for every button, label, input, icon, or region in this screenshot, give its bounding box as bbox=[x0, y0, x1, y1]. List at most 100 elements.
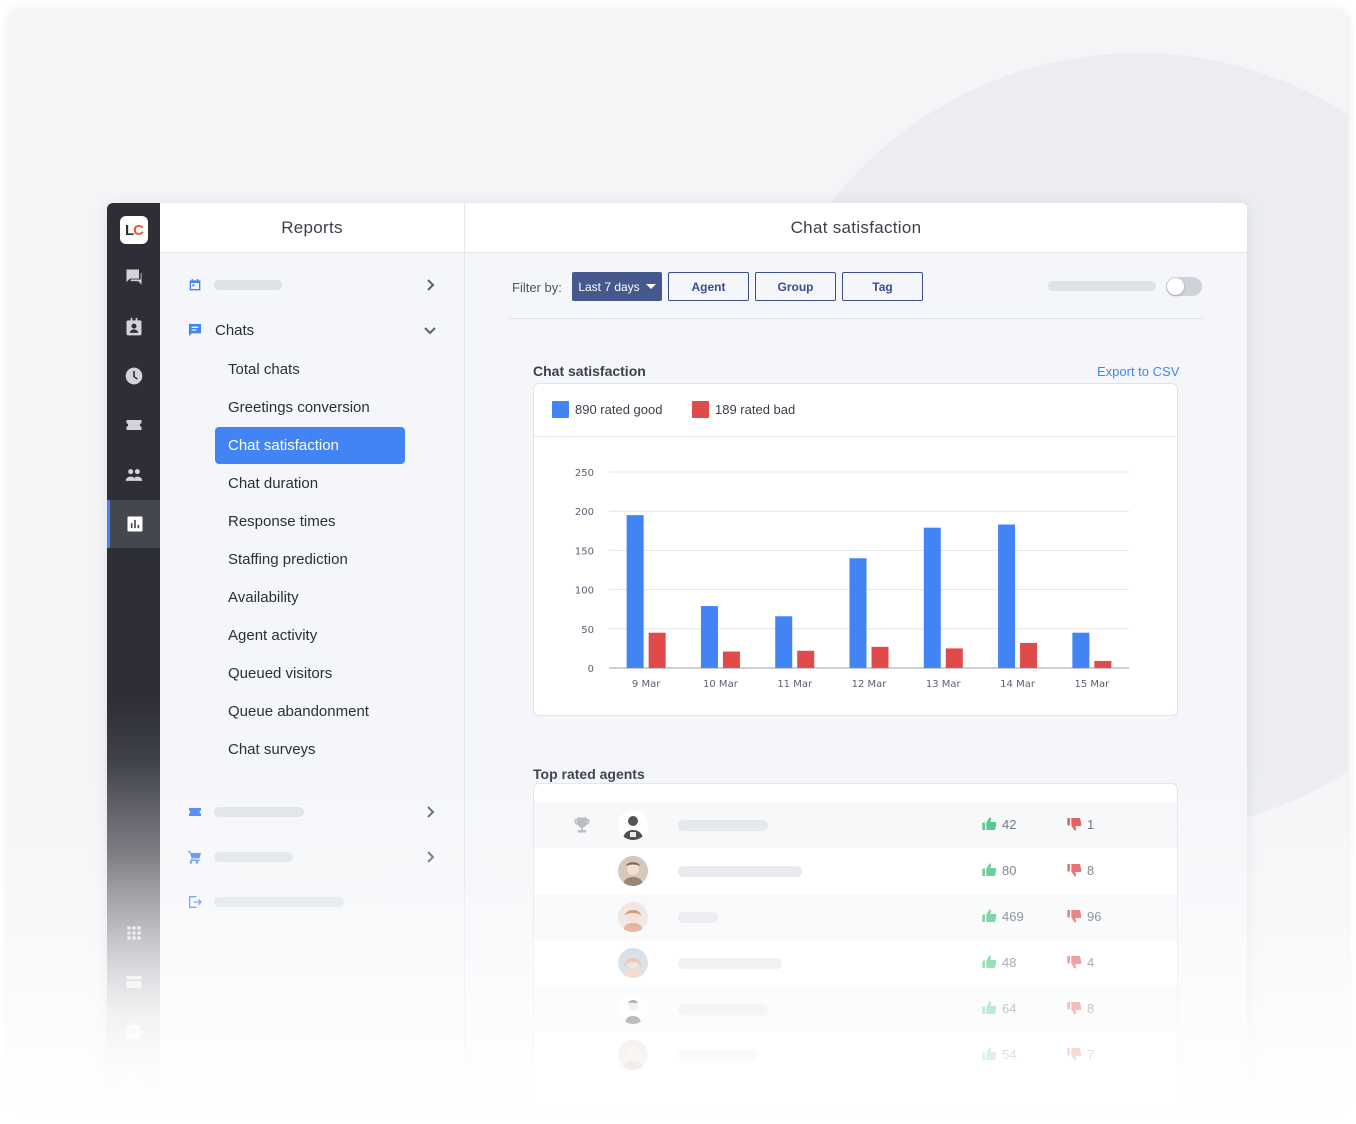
compare-toggle[interactable] bbox=[1166, 277, 1202, 296]
chevron-right-icon bbox=[423, 805, 437, 819]
x-tick-label: 12 Mar bbox=[852, 679, 888, 690]
agent-row[interactable]: 48 4 bbox=[534, 940, 1177, 986]
bad-count: 7 bbox=[1087, 1046, 1095, 1062]
tag-filter-button[interactable]: Tag bbox=[842, 272, 923, 301]
billing-card-icon bbox=[126, 976, 141, 988]
agent-row[interactable]: 54 7 bbox=[534, 1032, 1177, 1078]
bad-count: 96 bbox=[1087, 908, 1102, 924]
nav-section-export[interactable] bbox=[160, 882, 465, 922]
filter-label: Filter by: bbox=[512, 280, 562, 295]
good-count: 469 bbox=[1002, 908, 1024, 924]
nav-item-availability[interactable]: Availability bbox=[228, 589, 299, 606]
good-count: 42 bbox=[1002, 816, 1017, 832]
rail-tickets[interactable] bbox=[107, 401, 160, 449]
y-tick-label: 150 bbox=[575, 546, 594, 557]
legend-good-swatch bbox=[552, 401, 569, 418]
legend-bad[interactable]: 189 rated bad bbox=[692, 401, 795, 418]
chart-section-title: Chat satisfaction bbox=[533, 363, 646, 379]
nav-item-response-times[interactable]: Response times bbox=[228, 513, 336, 530]
chevron-right-icon bbox=[423, 278, 437, 292]
logo-letter-c: C bbox=[133, 221, 144, 239]
bad-count: 1 bbox=[1087, 816, 1095, 832]
nav-item-staffing-prediction[interactable]: Staffing prediction bbox=[228, 551, 348, 568]
placeholder-bar bbox=[214, 897, 344, 907]
agent-avatar bbox=[618, 810, 648, 840]
nav-section-calendar[interactable] bbox=[160, 265, 465, 305]
agent-name-placeholder bbox=[678, 820, 768, 831]
rail-billing[interactable] bbox=[107, 958, 160, 1006]
thumbs-up-icon bbox=[982, 1001, 997, 1015]
agent-row[interactable]: 80 8 bbox=[534, 848, 1177, 894]
rated-bad-count: 96 bbox=[1066, 908, 1101, 924]
x-tick-label: 11 Mar bbox=[777, 679, 813, 690]
bar-rated-bad bbox=[945, 648, 963, 668]
x-tick-label: 14 Mar bbox=[1000, 679, 1036, 690]
rated-bad-count: 1 bbox=[1066, 816, 1094, 832]
bar-rated-bad bbox=[648, 632, 666, 668]
agent-row[interactable]: 42 1 bbox=[534, 802, 1177, 848]
group-filter-button[interactable]: Group bbox=[755, 272, 836, 301]
nav-item-agent-activity[interactable]: Agent activity bbox=[228, 627, 318, 644]
rated-bad-count: 7 bbox=[1066, 1046, 1094, 1062]
rail-settings[interactable] bbox=[107, 1008, 160, 1056]
bar-rated-bad bbox=[797, 650, 815, 668]
nav-item-total-chats[interactable]: Total chats bbox=[228, 361, 300, 378]
nav-section-sales[interactable] bbox=[160, 837, 465, 877]
agent-name-placeholder bbox=[678, 1050, 758, 1061]
rated-good-count: 48 bbox=[981, 954, 1016, 970]
legend-good-label: 890 rated good bbox=[575, 402, 663, 417]
rail-chats[interactable] bbox=[107, 253, 160, 301]
period-dropdown[interactable]: Last 7 days bbox=[572, 272, 662, 301]
agents-section-title: Top rated agents bbox=[533, 766, 645, 782]
rail-agents[interactable] bbox=[107, 451, 160, 499]
nav-item-chat-duration[interactable]: Chat duration bbox=[228, 475, 319, 492]
apps-grid-icon bbox=[126, 926, 141, 940]
x-tick-label: 15 Mar bbox=[1074, 679, 1110, 690]
agent-name-placeholder bbox=[678, 1004, 768, 1015]
rail-reports[interactable] bbox=[107, 500, 160, 548]
agent-filter-button[interactable]: Agent bbox=[668, 272, 749, 301]
rail-history[interactable] bbox=[107, 352, 160, 400]
thumbs-up-icon bbox=[982, 817, 997, 831]
nav-item-queued-visitors[interactable]: Queued visitors bbox=[228, 665, 333, 682]
nav-item-greetings-conversion[interactable]: Greetings conversion bbox=[228, 399, 370, 416]
agent-avatar bbox=[618, 994, 648, 1024]
x-tick-label: 13 Mar bbox=[926, 679, 962, 690]
good-count: 80 bbox=[1002, 862, 1017, 878]
good-count: 64 bbox=[1002, 1000, 1017, 1016]
nav-section-chats[interactable]: Chats bbox=[160, 310, 465, 350]
good-count: 48 bbox=[1002, 954, 1017, 970]
x-tick-label: 9 Mar bbox=[632, 679, 661, 690]
agent-row[interactable]: 469 96 bbox=[534, 894, 1177, 940]
legend-good[interactable]: 890 rated good bbox=[552, 401, 662, 418]
rated-good-count: 54 bbox=[981, 1046, 1016, 1062]
nav-item-chat-surveys[interactable]: Chat surveys bbox=[228, 741, 316, 758]
rated-good-count: 42 bbox=[981, 816, 1016, 832]
nav-item-queue-abandonment[interactable]: Queue abandonment bbox=[228, 703, 369, 720]
rail-help[interactable] bbox=[107, 1058, 160, 1106]
thumbs-up-icon bbox=[982, 1047, 997, 1061]
nav-section-tickets[interactable] bbox=[160, 792, 465, 832]
rail-apps[interactable] bbox=[107, 909, 160, 957]
people-icon bbox=[125, 469, 142, 481]
export-csv-link[interactable]: Export to CSV bbox=[1097, 364, 1180, 379]
rated-good-count: 64 bbox=[981, 1000, 1016, 1016]
agent-row[interactable]: 64 8 bbox=[534, 986, 1177, 1032]
agent-name-placeholder bbox=[678, 866, 802, 877]
thumbs-up-icon bbox=[982, 863, 997, 877]
thumbs-up-icon bbox=[982, 955, 997, 969]
bar-rated-bad bbox=[1020, 642, 1038, 668]
contact-card-icon bbox=[126, 317, 141, 336]
period-dropdown-label: Last 7 days bbox=[578, 279, 640, 294]
agent-avatar bbox=[618, 1040, 648, 1070]
agent-avatar bbox=[618, 902, 648, 932]
top-agents-table: 42 1 80 8 469 96 48 bbox=[533, 783, 1178, 1108]
agent-name-placeholder bbox=[678, 958, 782, 969]
nav-item-chat-satisfaction[interactable]: Chat satisfaction bbox=[215, 427, 405, 464]
bad-count: 8 bbox=[1087, 862, 1095, 878]
rated-bad-count: 4 bbox=[1066, 954, 1094, 970]
rail-customers[interactable] bbox=[107, 303, 160, 351]
